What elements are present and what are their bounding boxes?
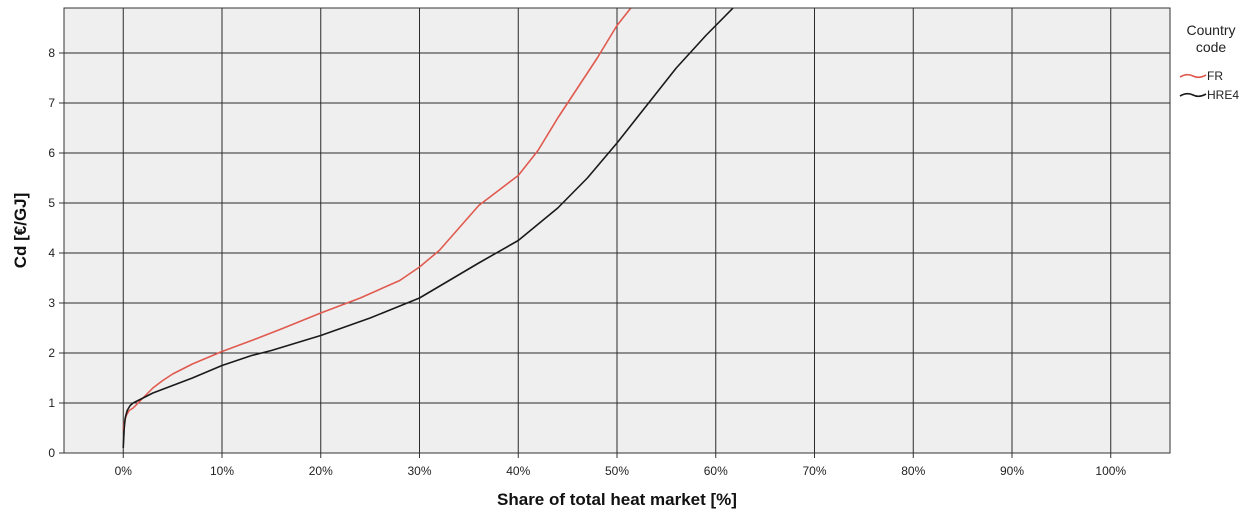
x-tick-label: 10% — [210, 464, 234, 478]
y-tick-label: 0 — [48, 446, 55, 460]
x-tick-label: 70% — [802, 464, 826, 478]
legend-item-hre4: HRE4 — [1179, 88, 1239, 102]
legend-item-fr: FR — [1179, 69, 1223, 83]
x-axis: 0% 10% 20% 30% 40% 50% 60% 70% 80% 90% 100% — [115, 453, 1126, 478]
y-tick-label: 5 — [48, 196, 55, 210]
x-tick-label: 40% — [506, 464, 530, 478]
y-axis-title: Cd [€/GJ] — [11, 193, 30, 269]
series-layer — [122, 8, 735, 449]
grid — [64, 8, 1170, 453]
x-tick-label: 20% — [309, 464, 333, 478]
legend-label: FR — [1207, 69, 1223, 83]
x-tick-label: 50% — [605, 464, 629, 478]
series-line-hre4 — [122, 8, 735, 449]
y-tick-label: 2 — [48, 346, 55, 360]
y-tick-label: 8 — [48, 46, 55, 60]
y-tick-label: 4 — [48, 246, 55, 260]
legend-swatch — [1179, 73, 1207, 79]
y-tick-label: 6 — [48, 146, 55, 160]
series-line-fr — [122, 8, 632, 431]
x-tick-label: 0% — [115, 464, 133, 478]
y-tick-label: 7 — [48, 96, 55, 110]
x-axis-title: Share of total heat market [%] — [497, 490, 737, 509]
x-tick-label: 30% — [407, 464, 431, 478]
y-axis: 0 1 2 3 4 5 6 7 8 — [48, 46, 64, 460]
legend-title-line-1: Country — [1186, 22, 1235, 38]
legend-label: HRE4 — [1207, 88, 1239, 102]
x-tick-label: 90% — [1000, 464, 1024, 478]
legend-title-line-2: code — [1196, 39, 1227, 55]
x-tick-label: 60% — [704, 464, 728, 478]
legend: Country code FR HRE4 — [1179, 22, 1239, 102]
legend-swatch — [1179, 92, 1207, 98]
x-tick-label: 100% — [1095, 464, 1126, 478]
y-tick-label: 3 — [48, 296, 55, 310]
y-tick-label: 1 — [48, 396, 55, 410]
x-tick-label: 80% — [901, 464, 925, 478]
